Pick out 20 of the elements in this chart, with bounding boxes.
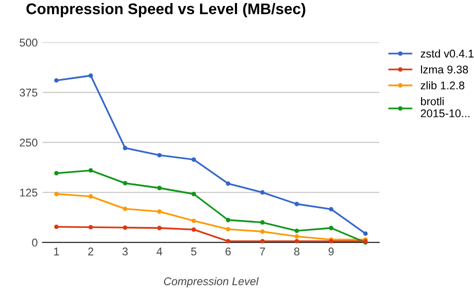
legend-label: lzma 9.38 xyxy=(421,65,468,74)
chart-title: Compression Speed vs Level (MB/sec) xyxy=(26,3,306,18)
y-tick-label: 500 xyxy=(20,38,38,47)
y-tick-label: 375 xyxy=(20,88,38,97)
legend-label: zstd v0.4.1 xyxy=(420,49,474,58)
y-tick-label: 250 xyxy=(20,138,38,147)
x-tick-label: 8 xyxy=(294,248,300,256)
x-tick-label: 7 xyxy=(260,248,265,256)
y-tick-label: 125 xyxy=(20,188,38,197)
x-tick-label: 9 xyxy=(328,248,334,256)
y-tick-label: 0 xyxy=(32,238,38,247)
x-tick-label: 1 xyxy=(54,248,59,256)
x-tick-label: 3 xyxy=(122,248,128,256)
x-tick-label: 2 xyxy=(88,248,94,256)
x-tick-label: 6 xyxy=(226,248,231,256)
x-tick-label: 4 xyxy=(156,248,162,256)
legend-label: zlib 1.2.8 xyxy=(420,81,464,90)
legend-label: brotli 2015-10... xyxy=(420,97,470,118)
x-tick-label: 5 xyxy=(191,248,196,256)
x-axis-title: Compression Level xyxy=(164,277,259,288)
